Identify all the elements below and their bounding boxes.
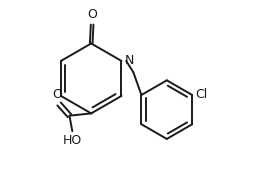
Text: O: O <box>87 8 97 21</box>
Text: Cl: Cl <box>195 88 207 101</box>
Text: HO: HO <box>63 134 82 147</box>
Text: O: O <box>52 88 62 101</box>
Text: N: N <box>125 53 134 67</box>
